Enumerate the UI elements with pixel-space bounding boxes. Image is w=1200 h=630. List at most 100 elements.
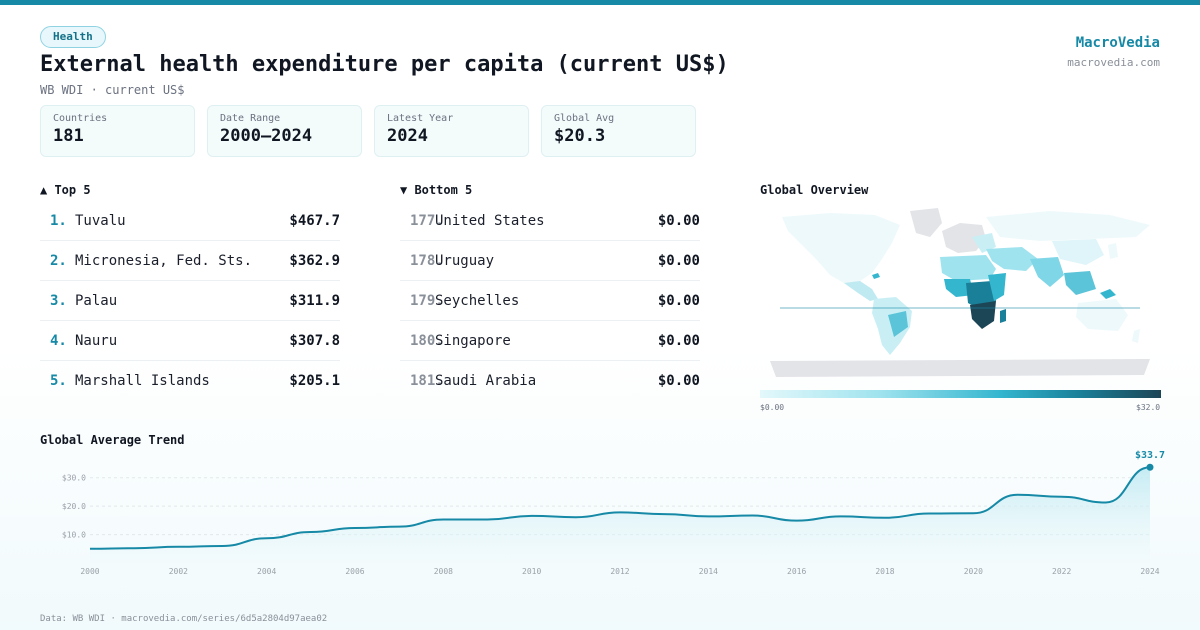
world-map-svg [770, 208, 1150, 377]
map-region-southeast-asia[interactable] [1064, 271, 1096, 295]
list-item[interactable]: 180. Singapore $0.00 [400, 321, 700, 361]
stat-value: $20.3 [554, 126, 606, 146]
x-tick-label: 2014 [699, 567, 718, 576]
list-item[interactable]: 3. Palau $311.9 [40, 281, 340, 321]
country-name: Nauru [75, 332, 118, 349]
trend-line-chart[interactable]: $10.0 $20.0 $30.0 2000 2002 2004 2006 2008 2010 2… [0, 445, 1200, 585]
rank-number: 179. [410, 292, 444, 309]
map-region-australia[interactable] [1076, 299, 1128, 331]
rank-number: 2. [50, 252, 67, 269]
country-value: $0.00 [657, 332, 700, 349]
category-tag[interactable]: Health [40, 26, 106, 48]
rank-number: 178. [410, 252, 444, 269]
map-region-europe[interactable] [942, 223, 986, 253]
page-subtitle: WB WDI · current US$ [40, 83, 185, 97]
map-region-madagascar[interactable] [1000, 309, 1006, 323]
country-value: $311.9 [289, 292, 340, 309]
latest-value-label: $33.7 [1135, 450, 1165, 461]
brand-logo[interactable]: MacroVedia [1075, 35, 1160, 51]
trend-chart-title: Global Average Trend [40, 433, 185, 447]
map-region-east-asia[interactable] [1052, 239, 1104, 265]
country-name: Palau [75, 292, 118, 309]
x-tick-label: 2006 [345, 567, 364, 576]
trend-area-fill [90, 467, 1150, 563]
page-title: External health expenditure per capita (… [40, 52, 729, 77]
x-tick-label: 2018 [875, 567, 894, 576]
map-region-south-america-east[interactable] [888, 311, 908, 337]
rank-number: 4. [50, 332, 67, 349]
x-tick-label: 2000 [80, 567, 99, 576]
country-name: Uruguay [435, 252, 495, 269]
brand-url[interactable]: macrovedia.com [1067, 56, 1160, 69]
country-value: $0.00 [657, 292, 700, 309]
stat-value: 181 [53, 126, 84, 146]
x-tick-label: 2004 [257, 567, 276, 576]
stat-label: Date Range [220, 113, 281, 124]
list-item[interactable]: 5. Marshall Islands $205.1 [40, 361, 340, 401]
country-value: $362.9 [289, 252, 340, 269]
rank-number: 177. [410, 212, 444, 229]
stat-card-date-range: Date Range 2000–2024 [207, 105, 362, 157]
trend-line [89, 466, 1151, 550]
x-tick-label: 2016 [787, 567, 806, 576]
country-value: $205.1 [289, 373, 340, 389]
map-region-north-america[interactable] [782, 213, 900, 289]
map-region-central-america[interactable] [844, 281, 878, 301]
x-tick-label: 2008 [434, 567, 453, 576]
world-choropleth-map[interactable] [760, 203, 1160, 383]
map-region-east-africa[interactable] [988, 273, 1006, 301]
country-value: $0.00 [657, 212, 700, 229]
legend-min-label: $0.00 [760, 403, 785, 412]
latest-value-point[interactable] [1146, 463, 1154, 471]
source-footer: Data: WB WDI · macrovedia.com/series/6d5… [40, 614, 328, 624]
country-name: Micronesia, Fed. Sts. [75, 252, 253, 269]
list-item[interactable]: 2. Micronesia, Fed. Sts. $362.9 [40, 241, 340, 281]
stat-value: 2024 [387, 126, 428, 146]
bottom5-list: 177. United States $0.00 178. Uruguay $0… [400, 201, 700, 401]
map-region-south-asia[interactable] [1030, 257, 1064, 287]
legend-max-label: $32.0 [1136, 403, 1161, 412]
map-region-southern-africa[interactable] [970, 301, 996, 329]
country-name: Saudi Arabia [435, 373, 537, 389]
map-region-caribbean[interactable] [872, 273, 880, 279]
x-tick-label: 2002 [169, 567, 188, 576]
y-tick-label: $10.0 [62, 531, 86, 540]
stat-label: Latest Year [387, 113, 454, 124]
country-value: $0.00 [657, 252, 700, 269]
list-item[interactable]: 179. Seychelles $0.00 [400, 281, 700, 321]
map-region-north-africa[interactable] [940, 255, 996, 281]
map-region-greenland[interactable] [910, 208, 942, 237]
rank-number: 5. [50, 373, 67, 389]
country-name: Seychelles [435, 292, 520, 309]
x-tick-label: 2020 [964, 567, 983, 576]
list-item[interactable]: 4. Nauru $307.8 [40, 321, 340, 361]
stat-card-latest-year: Latest Year 2024 [374, 105, 529, 157]
country-value: $0.00 [657, 373, 700, 389]
stat-label: Global Avg [554, 113, 615, 124]
list-item[interactable]: 181. Saudi Arabia $0.00 [400, 361, 700, 401]
rank-number: 1. [50, 212, 67, 229]
rank-number: 180. [410, 332, 444, 349]
map-region-eastern-europe[interactable] [972, 233, 996, 253]
rank-number: 181. [410, 373, 444, 389]
country-name: Marshall Islands [75, 373, 210, 389]
stat-card-global-avg: Global Avg $20.3 [541, 105, 696, 157]
top-accent-bar [0, 0, 1200, 5]
map-region-japan[interactable] [1108, 243, 1118, 259]
list-item[interactable]: 178. Uruguay $0.00 [400, 241, 700, 281]
country-name: United States [435, 212, 545, 229]
map-heading: Global Overview [760, 183, 869, 197]
map-region-pacific-islands[interactable] [1100, 289, 1116, 299]
map-region-middle-east[interactable] [986, 247, 1038, 271]
map-region-new-zealand[interactable] [1132, 329, 1140, 343]
list-item[interactable]: 1. Tuvalu $467.7 [40, 201, 340, 241]
country-name: Tuvalu [75, 212, 126, 229]
y-tick-label: $20.0 [62, 502, 86, 511]
map-region-antarctica[interactable] [770, 359, 1150, 377]
country-value: $307.8 [289, 332, 340, 349]
x-tick-label: 2012 [610, 567, 629, 576]
list-item[interactable]: 177. United States $0.00 [400, 201, 700, 241]
x-tick-label: 2010 [522, 567, 541, 576]
map-region-russia[interactable] [986, 211, 1150, 241]
y-tick-label: $30.0 [62, 474, 86, 483]
